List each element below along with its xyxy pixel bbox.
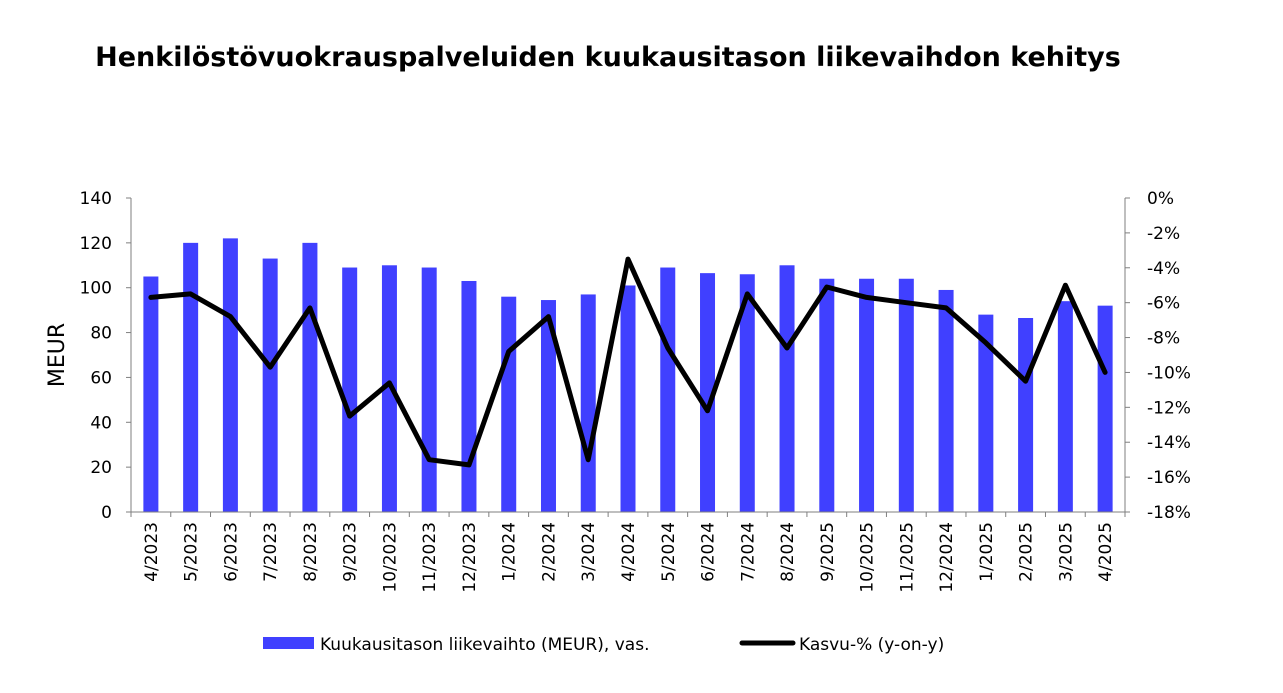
- legend: Kuukausitason liikevaihto (MEUR), vas. Ka…: [263, 635, 944, 655]
- bar: [1057, 301, 1073, 512]
- y-tick-label: 60: [90, 368, 112, 388]
- bar: [620, 285, 636, 512]
- y-tick-label: 100: [80, 279, 112, 299]
- x-tick-label: 6/2023: [221, 522, 241, 582]
- bar: [938, 289, 954, 512]
- y2-tick-label: -12%: [1147, 398, 1191, 418]
- y2-tick-label: -14%: [1147, 433, 1191, 453]
- legend-label-line: Kasvu-% (y-on-y): [799, 635, 944, 655]
- y2-tick-label: -16%: [1147, 468, 1191, 488]
- bar: [1097, 305, 1113, 512]
- bar: [381, 265, 397, 512]
- x-tick-label: 9/2023: [341, 522, 361, 582]
- x-tick-label: 12/2024: [937, 522, 957, 593]
- x-tick-label: 3/2024: [579, 522, 599, 582]
- bars-layer: [143, 238, 1113, 512]
- bar: [819, 278, 835, 512]
- x-tick-label: 8/2023: [301, 522, 321, 582]
- x-tick-label: 10/2023: [380, 522, 400, 593]
- x-tick-label: 1/2024: [500, 522, 520, 582]
- x-tick-label: 3/2025: [1056, 522, 1076, 582]
- x-tick-label: 7/2023: [261, 522, 281, 582]
- x-tick-label: 2/2024: [539, 522, 559, 582]
- x-tick-label: 4/2024: [619, 522, 639, 582]
- x-tick-label: 8/2024: [778, 522, 798, 582]
- axes-layer: 0 20 40 60 80 100 120 140 -18% -16% -14% -12% -10% -8…: [45, 189, 1191, 593]
- bar: [421, 267, 437, 512]
- bar: [898, 278, 914, 512]
- bar: [222, 238, 238, 512]
- bar: [739, 274, 755, 512]
- bar: [183, 242, 199, 512]
- x-tick-label: 9/2025: [818, 522, 838, 582]
- x-tick-label: 5/2024: [659, 522, 679, 582]
- legend-label-bars: Kuukausitason liikevaihto (MEUR), vas.: [320, 635, 649, 655]
- chart-title: Henkilöstövuokrauspalveluiden kuukausita…: [95, 42, 1121, 73]
- x-tick-label: 4/2025: [1096, 522, 1116, 582]
- bar: [302, 242, 318, 512]
- x-tick-label: 2/2025: [1017, 522, 1037, 582]
- bar: [461, 280, 477, 512]
- x-tick-label: 11/2025: [897, 522, 917, 593]
- bar: [540, 300, 556, 512]
- y2-tick-label: -4%: [1147, 259, 1180, 279]
- y2-tick-label: -10%: [1147, 363, 1191, 383]
- y2-tick-label: -8%: [1147, 329, 1180, 349]
- bar: [700, 273, 716, 512]
- bar: [779, 265, 795, 512]
- bar: [342, 267, 358, 512]
- bar: [1018, 317, 1034, 512]
- y2-tick-label: -2%: [1147, 224, 1180, 244]
- bar: [978, 314, 994, 512]
- x-tick-label: 12/2023: [460, 522, 480, 593]
- y-axis-title: MEUR: [45, 323, 70, 387]
- y-tick-label: 20: [90, 458, 112, 478]
- bar: [262, 258, 278, 512]
- y-tick-label: 120: [80, 234, 112, 254]
- growth-line: [148, 256, 1108, 468]
- x-tick-label: 1/2025: [977, 522, 997, 582]
- y2-tick-label: 0%: [1147, 189, 1174, 209]
- bar: [501, 296, 517, 512]
- x-tick-label: 6/2024: [699, 522, 719, 582]
- y2-tick-label: -18%: [1147, 503, 1191, 523]
- y-tick-label: 80: [90, 324, 112, 344]
- x-tick-label: 5/2023: [182, 522, 202, 582]
- y-tick-label: 40: [90, 413, 112, 433]
- y-tick-label: 140: [80, 189, 112, 209]
- y-tick-label: 0: [101, 503, 112, 523]
- y2-tick-label: -6%: [1147, 294, 1180, 314]
- legend-swatch-bars: [263, 637, 314, 649]
- bar: [859, 278, 875, 512]
- bar: [143, 276, 159, 512]
- x-tick-label: 7/2024: [738, 522, 758, 582]
- bar: [660, 267, 676, 512]
- x-tick-label: 10/2025: [858, 522, 878, 593]
- line-layer: [148, 256, 1108, 468]
- bar: [580, 294, 596, 512]
- x-tick-label: 11/2023: [420, 522, 440, 593]
- x-tick-label: 4/2023: [142, 522, 162, 582]
